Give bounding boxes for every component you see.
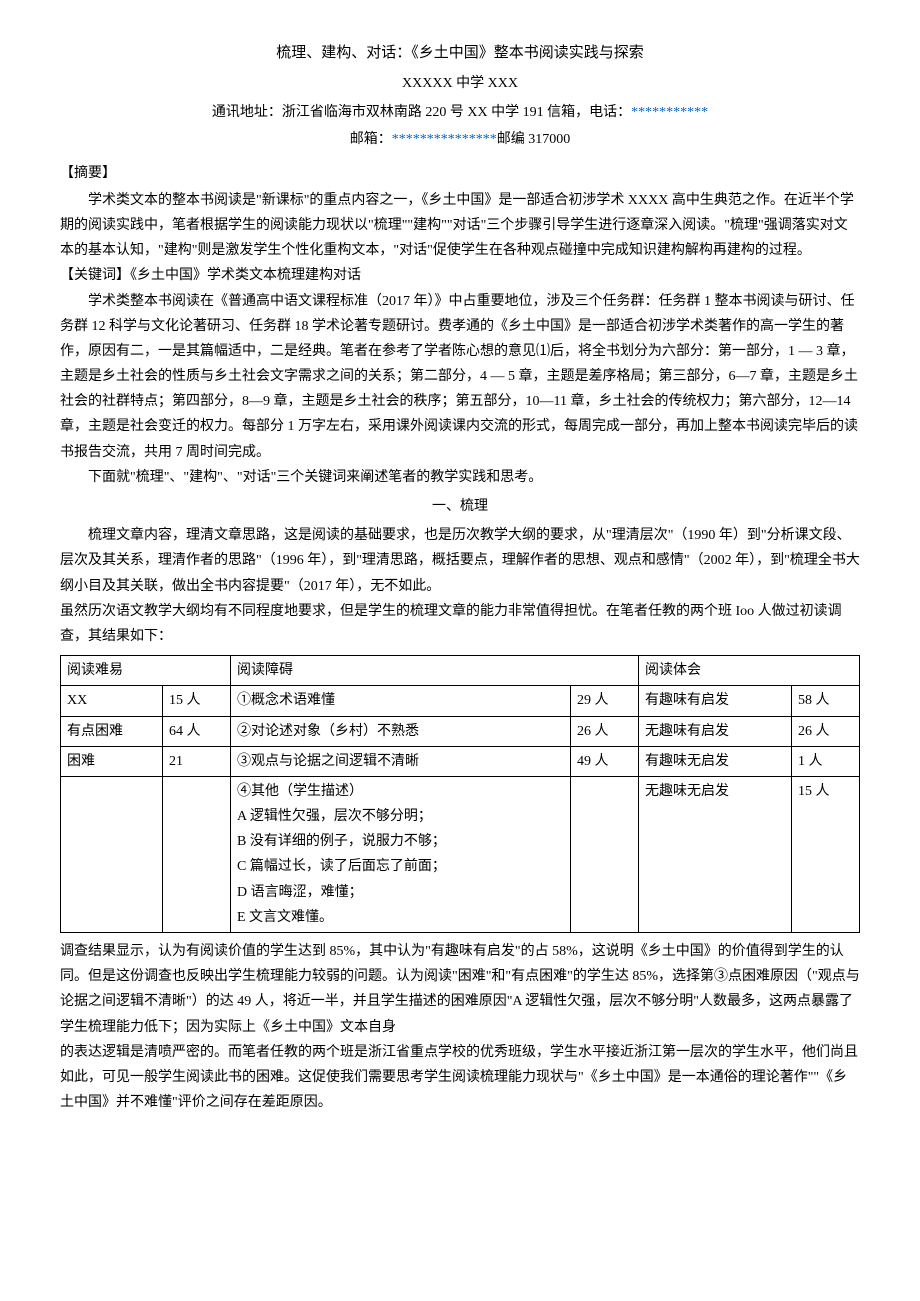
cell: 有趣味有启发 (638, 686, 791, 716)
cell: 困难 (61, 746, 163, 776)
header-col-3: 阅读障碍 (230, 656, 638, 686)
table-header-row: 阅读难易 阅读障碍 阅读体会 (61, 656, 860, 686)
school-line: XXXXX 中学 XXX (60, 71, 860, 96)
keywords-line: 【关键词】《乡土中国》学术类文本梳理建构对话 (60, 263, 860, 288)
cell (61, 776, 163, 932)
cell: 无趣味有启发 (638, 716, 791, 746)
body-paragraph-1: 学术类整本书阅读在《普通高中语文课程标准（2017 年）》中占重要地位，涉及三个… (60, 289, 860, 465)
cell: 21 (163, 746, 231, 776)
cell: 有点困难 (61, 716, 163, 746)
table-row: ④其他（学生描述） A 逻辑性欠强，层次不够分明； B 没有详细的例子，说服力不… (61, 776, 860, 932)
cell: XX (61, 686, 163, 716)
cell: 58 人 (791, 686, 859, 716)
email-line: 邮箱：***************邮编 317000 (60, 127, 860, 152)
email-link[interactable]: *************** (392, 132, 497, 147)
section-1-paragraph-3: 调查结果显示，认为有阅读价值的学生达到 85%，其中认为"有趣味有启发"的占 5… (60, 939, 860, 1040)
abstract-paragraph: 学术类文本的整本书阅读是"新课标"的重点内容之一，《乡土中国》是一部适合初涉学术… (60, 188, 860, 264)
address-line: 通讯地址：浙江省临海市双林南路 220 号 XX 中学 191 信箱，电话：**… (60, 100, 860, 125)
email-prefix: 邮箱： (350, 132, 392, 147)
table-row: 困难 21 ③观点与论据之间逻辑不清晰 49 人 有趣味无启发 1 人 (61, 746, 860, 776)
cell: 有趣味无启发 (638, 746, 791, 776)
cell: 64 人 (163, 716, 231, 746)
header-col-1: 阅读难易 (61, 656, 231, 686)
abstract-label: 【摘要】 (60, 161, 860, 186)
cell: ①概念术语难懂 (230, 686, 570, 716)
cell (571, 776, 639, 932)
cell: 26 人 (791, 716, 859, 746)
cell: 26 人 (571, 716, 639, 746)
cell: ②对论述对象（乡村）不熟悉 (230, 716, 570, 746)
address-text: 通讯地址：浙江省临海市双林南路 220 号 XX 中学 191 信箱，电话： (212, 105, 631, 120)
section-1-paragraph-2: 虽然历次语文教学大纲均有不同程度地要求，但是学生的梳理文章的能力非常值得担忧。在… (60, 599, 860, 649)
cell: 1 人 (791, 746, 859, 776)
cell: 15 人 (163, 686, 231, 716)
table-row: 有点困难 64 人 ②对论述对象（乡村）不熟悉 26 人 无趣味有启发 26 人 (61, 716, 860, 746)
cell: ④其他（学生描述） A 逻辑性欠强，层次不够分明； B 没有详细的例子，说服力不… (230, 776, 570, 932)
header-col-5: 阅读体会 (638, 656, 859, 686)
table-row: XX 15 人 ①概念术语难懂 29 人 有趣味有启发 58 人 (61, 686, 860, 716)
postcode: 邮编 317000 (497, 132, 571, 147)
cell: 无趣味无启发 (638, 776, 791, 932)
cell: ③观点与论据之间逻辑不清晰 (230, 746, 570, 776)
cell: 15 人 (791, 776, 859, 932)
phone-link[interactable]: *********** (631, 105, 708, 120)
cell: 29 人 (571, 686, 639, 716)
document-title: 梳理、建构、对话：《乡土中国》整本书阅读实践与探索 (60, 40, 860, 67)
cell: 49 人 (571, 746, 639, 776)
section-1-heading: 一、梳理 (60, 494, 860, 519)
section-1-paragraph-1: 梳理文章内容，理清文章思路，这是阅读的基础要求，也是历次教学大纲的要求，从"理清… (60, 523, 860, 599)
body-paragraph-2: 下面就"梳理"、"建构"、"对话"三个关键词来阐述笔者的教学实践和思考。 (60, 465, 860, 490)
cell (163, 776, 231, 932)
survey-table: 阅读难易 阅读障碍 阅读体会 XX 15 人 ①概念术语难懂 29 人 有趣味有… (60, 655, 860, 933)
section-1-paragraph-4: 的表达逻辑是清喷严密的。而笔者任教的两个班是浙江省重点学校的优秀班级，学生水平接… (60, 1040, 860, 1116)
